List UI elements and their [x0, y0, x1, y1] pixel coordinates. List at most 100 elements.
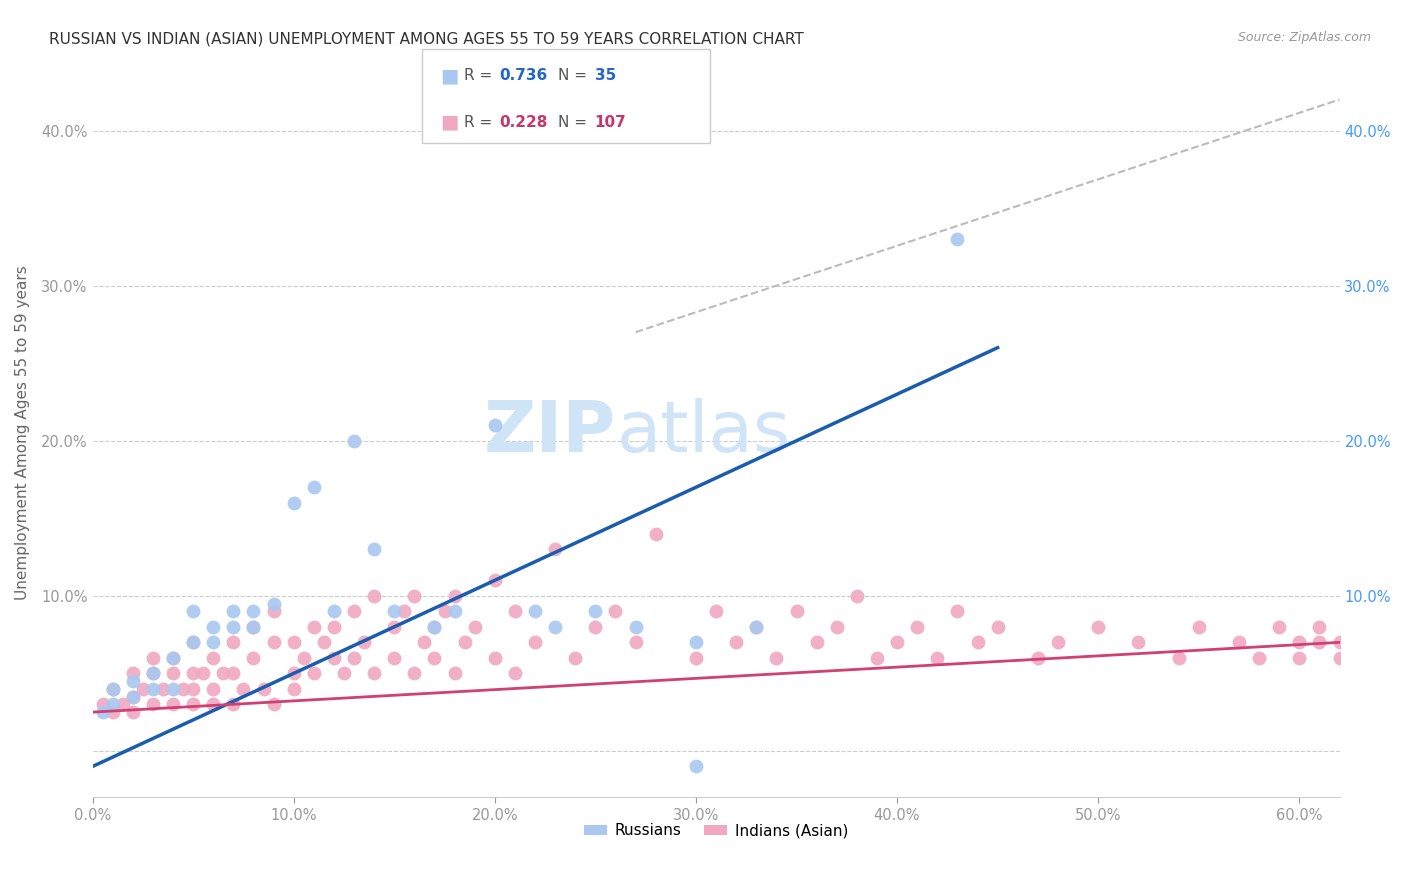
Point — [464, 620, 486, 634]
Point — [1046, 635, 1069, 649]
Point — [866, 651, 889, 665]
Point — [765, 651, 787, 665]
Point — [142, 698, 165, 712]
Text: R =: R = — [464, 69, 498, 83]
Point — [644, 526, 666, 541]
Point — [353, 635, 375, 649]
Point — [503, 666, 526, 681]
Text: 35: 35 — [595, 69, 616, 83]
Point — [745, 620, 768, 634]
Point — [333, 666, 356, 681]
Text: Source: ZipAtlas.com: Source: ZipAtlas.com — [1237, 31, 1371, 45]
Point — [443, 589, 465, 603]
Point — [685, 635, 707, 649]
Text: 0.736: 0.736 — [499, 69, 547, 83]
Point — [142, 666, 165, 681]
Point — [283, 496, 305, 510]
Point — [302, 620, 325, 634]
Point — [382, 651, 405, 665]
Point — [101, 705, 124, 719]
Point — [423, 620, 446, 634]
Point — [242, 620, 264, 634]
Point — [685, 651, 707, 665]
Point — [1329, 651, 1351, 665]
Point — [484, 574, 506, 588]
Point — [263, 635, 285, 649]
Point — [343, 651, 366, 665]
Point — [132, 681, 155, 696]
Point — [544, 542, 567, 557]
Point — [162, 698, 184, 712]
Text: RUSSIAN VS INDIAN (ASIAN) UNEMPLOYMENT AMONG AGES 55 TO 59 YEARS CORRELATION CHA: RUSSIAN VS INDIAN (ASIAN) UNEMPLOYMENT A… — [49, 31, 804, 46]
Point — [1087, 620, 1109, 634]
Point — [212, 666, 235, 681]
Point — [1368, 651, 1391, 665]
Point — [786, 604, 808, 618]
Point — [242, 651, 264, 665]
Point — [1227, 635, 1250, 649]
Point — [564, 651, 586, 665]
Point — [222, 620, 245, 634]
Point — [242, 620, 264, 634]
Point — [323, 620, 346, 634]
Point — [101, 681, 124, 696]
Point — [222, 666, 245, 681]
Point — [202, 698, 225, 712]
Point — [263, 597, 285, 611]
Point — [423, 651, 446, 665]
Point — [363, 666, 385, 681]
Text: N =: N = — [558, 69, 592, 83]
Point — [524, 635, 547, 649]
Point — [394, 604, 416, 618]
Point — [283, 681, 305, 696]
Point — [162, 651, 184, 665]
Text: ZIP: ZIP — [484, 399, 616, 467]
Point — [443, 604, 465, 618]
Text: atlas: atlas — [616, 399, 790, 467]
Point — [142, 666, 165, 681]
Point — [484, 651, 506, 665]
Point — [1308, 620, 1330, 634]
Point — [252, 681, 274, 696]
Point — [121, 674, 143, 689]
Point — [193, 666, 215, 681]
Point — [111, 698, 134, 712]
Text: R =: R = — [464, 115, 498, 129]
Point — [404, 666, 426, 681]
Point — [946, 604, 969, 618]
Point — [121, 690, 143, 704]
Point — [806, 635, 828, 649]
Point — [181, 635, 204, 649]
Point — [181, 698, 204, 712]
Point — [1026, 651, 1049, 665]
Point — [1167, 651, 1189, 665]
Point — [162, 651, 184, 665]
Point — [1308, 635, 1330, 649]
Point — [302, 666, 325, 681]
Point — [484, 418, 506, 433]
Point — [343, 604, 366, 618]
Point — [232, 681, 254, 696]
Point — [162, 666, 184, 681]
Point — [283, 635, 305, 649]
Point — [323, 651, 346, 665]
Point — [202, 681, 225, 696]
Point — [685, 759, 707, 773]
Point — [382, 620, 405, 634]
Point — [886, 635, 908, 649]
Point — [745, 620, 768, 634]
Y-axis label: Unemployment Among Ages 55 to 59 years: Unemployment Among Ages 55 to 59 years — [15, 266, 30, 600]
Point — [202, 635, 225, 649]
Point — [704, 604, 727, 618]
Point — [222, 698, 245, 712]
Point — [382, 604, 405, 618]
Text: 0.228: 0.228 — [499, 115, 547, 129]
Point — [91, 705, 114, 719]
Point — [1288, 635, 1310, 649]
Point — [966, 635, 988, 649]
Point — [605, 604, 627, 618]
Point — [323, 604, 346, 618]
Point — [202, 651, 225, 665]
Point — [283, 666, 305, 681]
Point — [101, 681, 124, 696]
